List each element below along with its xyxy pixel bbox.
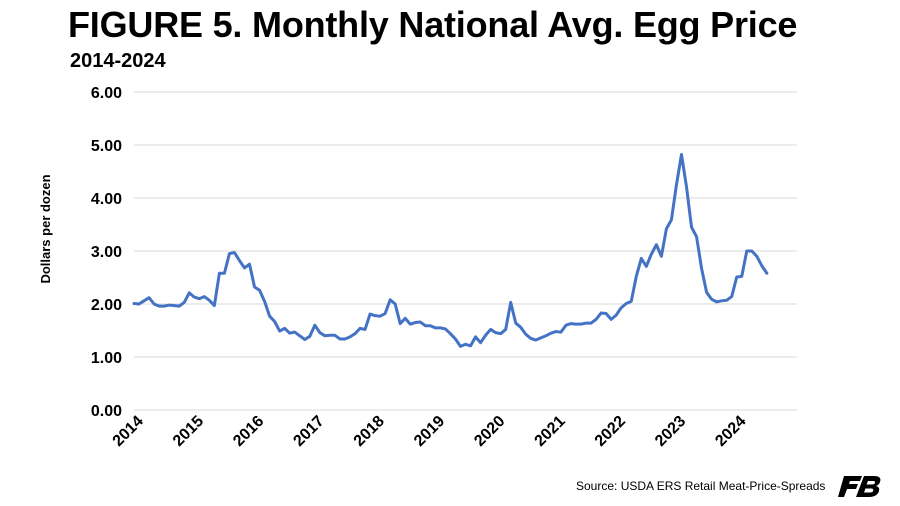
y-tick-label: 2.00 — [91, 297, 122, 314]
x-tick-label: 2019 — [411, 413, 448, 450]
y-tick-labels: 0.00 1.00 2.00 3.00 4.00 5.00 6.00 — [91, 85, 122, 420]
x-tick-label: 2017 — [290, 413, 327, 450]
chart-subtitle: 2014-2024 — [70, 50, 166, 72]
x-tick-label: 2015 — [170, 413, 207, 450]
x-tick-label: 2021 — [532, 413, 569, 450]
fb-logo-icon — [838, 476, 881, 497]
x-tick-label: 2016 — [230, 413, 267, 450]
x-tick-labels: 2014 2015 2016 2017 2018 2019 2020 2021 2022 2023… — [110, 413, 750, 450]
x-tick-label: 2023 — [652, 413, 689, 450]
x-tick-label: 2022 — [592, 413, 629, 450]
x-tick-label: 2018 — [351, 413, 388, 450]
gridlines — [134, 91, 797, 411]
y-tick-label: 1.00 — [91, 350, 122, 367]
source-note: Source: USDA ERS Retail Meat-Price-Sprea… — [576, 479, 826, 493]
y-tick-label: 5.00 — [91, 138, 122, 155]
y-tick-label: 4.00 — [91, 191, 122, 208]
x-tick-label: 2024 — [712, 413, 749, 450]
series-line — [132, 153, 769, 348]
y-tick-label: 6.00 — [91, 85, 122, 102]
chart-title: FIGURE 5. Monthly National Avg. Egg Pric… — [68, 4, 798, 45]
y-axis-label: Dollars per dozen — [38, 174, 53, 283]
y-tick-label: 3.00 — [91, 244, 122, 261]
y-tick-label: 0.00 — [91, 403, 122, 420]
x-tick-label: 2020 — [471, 413, 508, 450]
